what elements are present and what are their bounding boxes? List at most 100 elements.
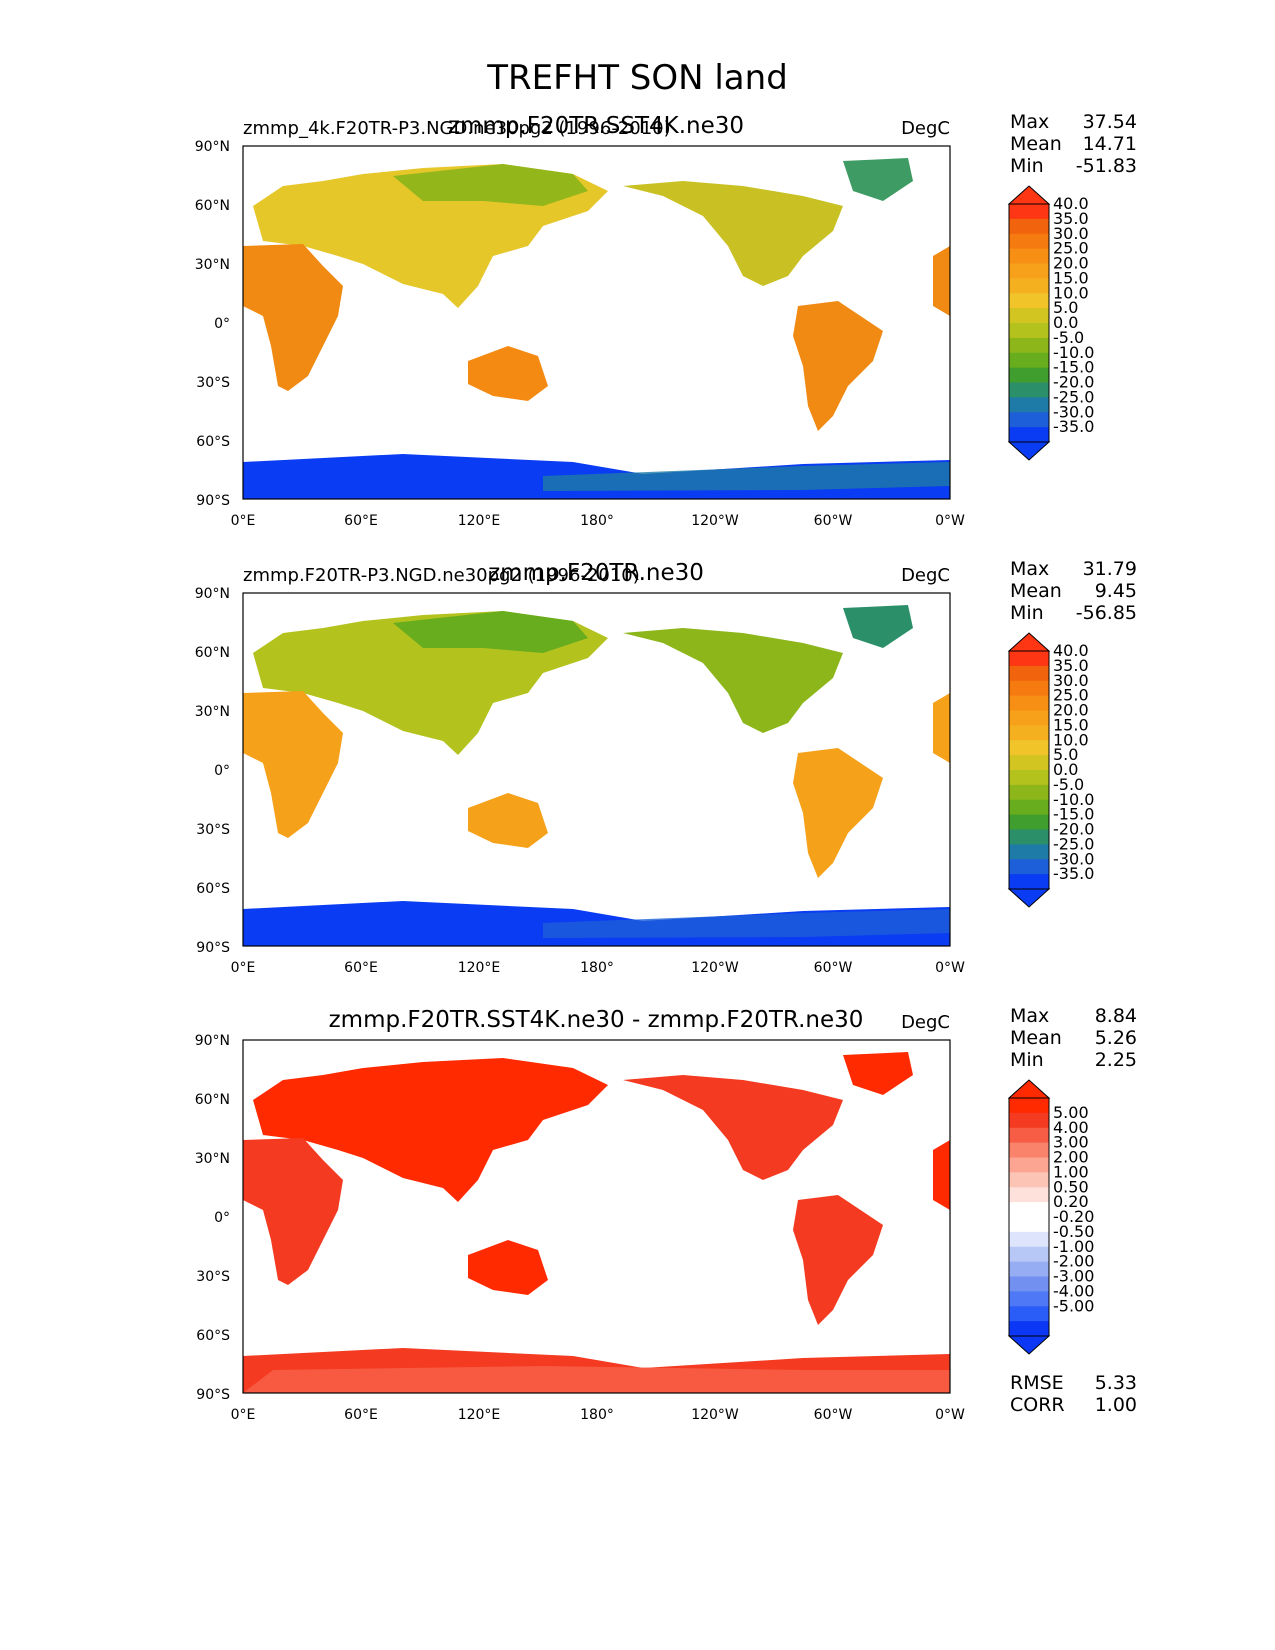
lat-tick: 0° [214, 316, 230, 332]
colorbar-label: -15.0 [1053, 358, 1094, 377]
colorbar-segment [1009, 755, 1049, 771]
lon-tick: 0°W [935, 1407, 965, 1423]
lat-ticks: 90°N 60°N 30°N 0° 30°S 60°S 90°S [195, 587, 230, 956]
landmass-north-america [623, 628, 843, 733]
lat-tick: 30°N [195, 704, 230, 720]
landmass-eurasia [253, 1058, 608, 1202]
panel-2-colorbar: 40.035.030.025.020.015.010.05.00.0-5.0-1… [1007, 632, 1094, 908]
stat-label: Mean [1010, 580, 1062, 602]
colorbar-label: 30.0 [1053, 671, 1089, 690]
colorbar-label: 0.0 [1053, 760, 1078, 779]
colorbar-label: -10.0 [1053, 790, 1094, 809]
stat-mean: Mean 5.26 [1010, 1027, 1137, 1049]
colorbar-label: 5.00 [1053, 1103, 1089, 1122]
lat-tick: 30°S [196, 375, 230, 391]
stat-label: Min [1010, 602, 1044, 624]
colorbar-segment [1009, 695, 1049, 711]
colorbar-label: -1.00 [1053, 1237, 1094, 1256]
colorbar-label: 0.50 [1053, 1177, 1089, 1196]
lat-tick: 30°N [195, 257, 230, 273]
stat-value: 37.54 [1082, 111, 1137, 133]
stat-label: Mean [1010, 1027, 1062, 1049]
landmass-africa-east [933, 246, 950, 316]
colorbar-label: -35.0 [1053, 864, 1094, 883]
colorbar-label: 40.0 [1053, 641, 1089, 660]
panel-2-left-title: zmmp.F20TR-P3.NGD.ne30pg2 (1996-2010) [243, 565, 640, 586]
panel-2-units: DegC [901, 565, 950, 586]
landmass-antarctica-coast [543, 909, 950, 938]
stat-value: -51.83 [1075, 155, 1137, 177]
stat-value: 9.45 [1094, 580, 1137, 602]
landmass-south-america [793, 748, 883, 878]
lon-tick: 60°W [814, 1407, 853, 1423]
colorbar-label: 20.0 [1053, 254, 1089, 273]
colorbar-segment [1009, 397, 1049, 413]
colorbar-segment [1009, 263, 1049, 279]
lat-tick: 0° [214, 1210, 230, 1226]
colorbar-segment [1009, 799, 1049, 816]
lat-tick: 30°N [195, 1151, 230, 1167]
colorbar-segment [1009, 204, 1049, 220]
stat-label: Min [1010, 1049, 1044, 1071]
stat-value: -56.85 [1075, 602, 1137, 624]
lat-tick: 0° [214, 763, 230, 779]
colorbar-segment [1009, 1157, 1049, 1173]
landmass-greenland [843, 158, 913, 201]
lat-tick: 30°S [196, 822, 230, 838]
stat-value: 8.84 [1094, 1005, 1137, 1027]
colorbar-segment [1009, 323, 1049, 339]
colorbar-label: 5.0 [1053, 298, 1078, 317]
colorbar-label: 2.00 [1053, 1148, 1089, 1167]
colorbar-label: 10.0 [1053, 283, 1089, 302]
colorbar-segment [1009, 770, 1049, 786]
lat-tick: 60°S [196, 434, 230, 450]
lat-tick: 60°S [196, 1328, 230, 1344]
colorbar-label: 1.00 [1053, 1162, 1089, 1181]
colorbar-segment [1009, 367, 1049, 383]
lon-tick: 120°W [691, 960, 739, 976]
lon-tick: 0°E [231, 513, 256, 529]
colorbar-frame [1008, 650, 1050, 890]
colorbar-extend-min [1007, 888, 1051, 908]
landmass-australia [468, 1240, 548, 1295]
map-content [242, 145, 951, 500]
lon-tick: 120°E [458, 960, 501, 976]
lat-tick: 90°N [195, 587, 230, 602]
stat-mean: Mean 9.45 [1010, 580, 1137, 602]
stat-label: Mean [1010, 133, 1062, 155]
lat-tick: 60°N [195, 645, 230, 661]
colorbar-label: 35.0 [1053, 209, 1089, 228]
stat-min: Min 2.25 [1010, 1049, 1137, 1071]
colorbar-segment [1009, 382, 1049, 398]
panel-3-stats: Max 8.84 Mean 5.26 Min 2.25 [1010, 1005, 1137, 1071]
colorbar-extend-min [1007, 1335, 1051, 1355]
panel-2-map: 90°N 60°N 30°N 0° 30°S 60°S 90°S 0°E 60°… [195, 587, 965, 976]
landmass-africa [243, 1138, 343, 1285]
colorbar-label: 30.0 [1053, 224, 1089, 243]
lat-tick: 90°S [196, 493, 230, 509]
stat-label: Max [1010, 558, 1050, 580]
colorbar-segment [1009, 665, 1049, 682]
stat-value: 31.79 [1082, 558, 1137, 580]
panel-3-metrics: RMSE 5.33 CORR 1.00 [1010, 1372, 1137, 1416]
landmass-north-america [623, 181, 843, 286]
colorbar-extend-max [1007, 1079, 1051, 1099]
lon-tick: 60°E [344, 1407, 378, 1423]
colorbar-label: -0.50 [1053, 1222, 1094, 1241]
landmass-greenland [843, 1052, 913, 1095]
stat-label: Max [1010, 111, 1050, 133]
lon-tick: 0°E [231, 1407, 256, 1423]
panel-1-left-title: zmmp_4k.F20TR-P3.NGD.ne30pg2 (1996-2010) [243, 118, 671, 139]
lon-tick: 60°E [344, 960, 378, 976]
colorbar-label: -5.00 [1053, 1296, 1094, 1315]
colorbar-label: -2.00 [1053, 1252, 1094, 1271]
lon-tick: 120°E [458, 513, 501, 529]
lon-tick: 0°W [935, 960, 965, 976]
colorbar-segment [1009, 1246, 1049, 1263]
colorbar-segment [1009, 1217, 1049, 1233]
colorbar-segment [1009, 725, 1049, 741]
colorbar-segment [1009, 844, 1049, 860]
colorbar-label: -20.0 [1053, 373, 1094, 392]
colorbar-segment [1009, 651, 1049, 667]
colorbar-segment [1009, 1261, 1049, 1277]
